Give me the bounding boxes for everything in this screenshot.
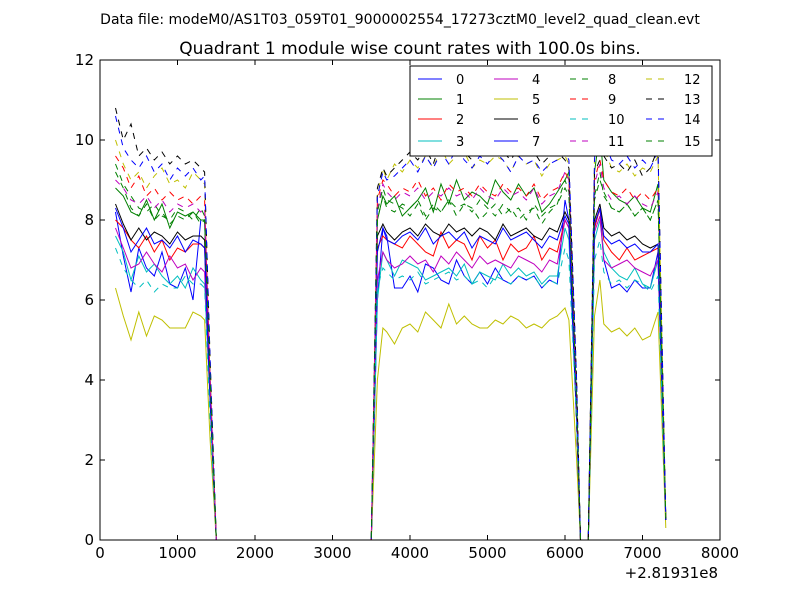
series-line-9 [115,155,667,541]
legend-label-3: 3 [456,135,464,150]
y-tick-label: 10 [75,131,94,149]
series-line-10 [115,239,667,541]
x-tick-label: 1000 [158,544,196,562]
x-tick-label: 2000 [236,544,274,562]
x-tick-label: 4000 [391,544,429,562]
legend-label-2: 2 [456,113,464,128]
series-line-14 [115,87,667,541]
series-line-11 [115,163,667,541]
chart-title: Quadrant 1 module wise count rates with … [179,39,640,59]
legend-label-12: 12 [684,73,701,88]
x-tick-label: 5000 [468,544,506,562]
y-tick-label: 4 [84,371,94,389]
x-tick-label: 7000 [623,544,661,562]
x-offset-label: +2.81931e8 [625,564,718,582]
tick-layer: 0 1000 2000 3000 4000 5000 6000 7000 80000246810… [75,51,739,562]
legend-label-6: 6 [532,113,540,128]
series-line-5 [115,279,667,541]
legend-label-0: 0 [456,73,464,88]
figure-suptitle: Data file: modeM0/AS1T03_059T01_90000025… [100,12,700,28]
y-tick-label: 8 [84,211,94,229]
y-tick-label: 2 [84,451,94,469]
y-tick-label: 0 [84,531,94,549]
series-line-6 [115,203,667,541]
legend-label-8: 8 [608,73,616,88]
legend-label-1: 1 [456,93,464,108]
x-tick-label: 0 [95,544,105,562]
legend-label-11: 11 [608,135,625,150]
series-layer [115,87,667,541]
legend-label-14: 14 [684,113,701,128]
legend-label-13: 13 [684,93,701,108]
y-tick-label: 6 [84,291,94,309]
legend-label-9: 9 [608,93,616,108]
legend-label-10: 10 [608,113,625,128]
x-tick-label: 6000 [546,544,584,562]
y-tick-label: 12 [75,51,94,69]
x-tick-label: 8000 [701,544,739,562]
x-tick-label: 3000 [313,544,351,562]
legend-label-15: 15 [684,135,701,150]
legend-label-4: 4 [532,73,540,88]
legend-label-5: 5 [532,93,540,108]
legend-label-7: 7 [532,135,540,150]
